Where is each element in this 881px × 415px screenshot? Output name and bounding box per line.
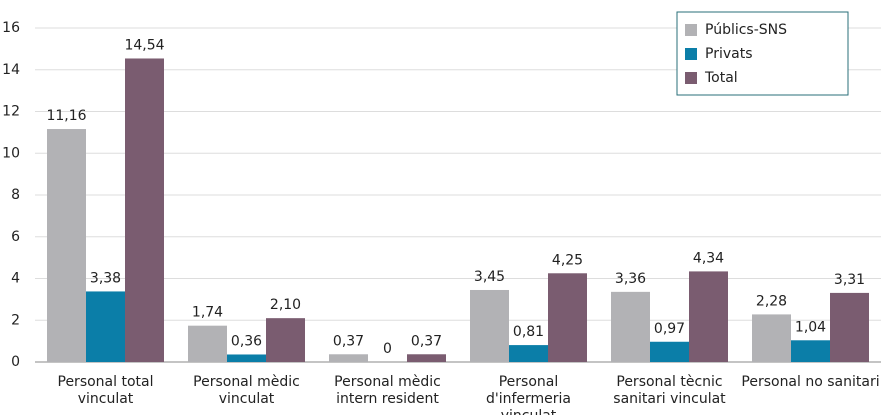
y-tick-label: 2 — [11, 312, 20, 328]
legend-swatch — [685, 48, 697, 60]
data-label: 3,31 — [834, 272, 865, 288]
bar — [830, 292, 869, 362]
data-label: 1,04 — [795, 319, 826, 335]
bar — [752, 314, 791, 362]
legend-box — [676, 11, 849, 96]
y-tick-label: 16 — [2, 20, 20, 36]
bar — [791, 340, 830, 362]
legend-swatch — [685, 24, 697, 36]
bar — [548, 273, 587, 362]
y-tick-label: 8 — [11, 187, 20, 203]
data-label: 4,34 — [693, 250, 724, 266]
bar — [188, 325, 227, 362]
bar — [266, 318, 305, 362]
x-tick-label: Personal no sanitari — [741, 374, 880, 390]
bar — [86, 291, 125, 362]
data-label: 3,38 — [90, 270, 121, 286]
legend-label: Total — [704, 70, 738, 86]
data-label: 2,28 — [756, 293, 787, 309]
legend-label: Privats — [705, 46, 753, 62]
data-label: 0,81 — [513, 324, 544, 340]
legend-label: Públics-SNS — [705, 22, 787, 38]
legend-swatch — [685, 72, 697, 84]
data-label: 11,16 — [46, 108, 86, 124]
bar — [470, 289, 509, 362]
bar — [407, 354, 446, 362]
data-label: 14,54 — [124, 37, 164, 53]
bar — [611, 291, 650, 362]
y-tick-label: 6 — [11, 229, 20, 245]
bar — [650, 341, 689, 362]
y-tick-label: 4 — [11, 271, 20, 287]
data-label: 2,10 — [270, 297, 301, 313]
bar — [227, 354, 266, 362]
data-label: 4,25 — [552, 252, 583, 268]
x-tick-label: Personal total vinculat — [57, 374, 154, 407]
y-tick-label: 0 — [11, 354, 20, 370]
data-label: 3,45 — [474, 269, 505, 285]
y-tick-label: 10 — [2, 145, 20, 161]
data-label: 0,36 — [231, 333, 262, 349]
y-tick-label: 14 — [2, 62, 20, 78]
bar — [689, 271, 728, 362]
x-tick-label: Personal tècnic sanitari vinculat — [613, 374, 726, 407]
y-tick-label: 12 — [2, 104, 20, 120]
data-label: 3,36 — [615, 271, 646, 287]
bar — [509, 345, 548, 362]
data-label: 0 — [383, 341, 392, 357]
bar — [47, 129, 86, 362]
x-tick-label: Personal mèdic intern resident — [334, 374, 441, 407]
x-tick-label: Personal mèdic vinculat — [193, 374, 300, 407]
data-label: 0,37 — [411, 333, 442, 349]
x-tick-label: Personal d'infermeria vinculat — [485, 374, 572, 415]
data-label: 0,97 — [654, 321, 685, 337]
bar — [329, 354, 368, 362]
data-label: 1,74 — [192, 305, 223, 321]
bar — [125, 58, 164, 362]
data-label: 0,37 — [333, 333, 364, 349]
